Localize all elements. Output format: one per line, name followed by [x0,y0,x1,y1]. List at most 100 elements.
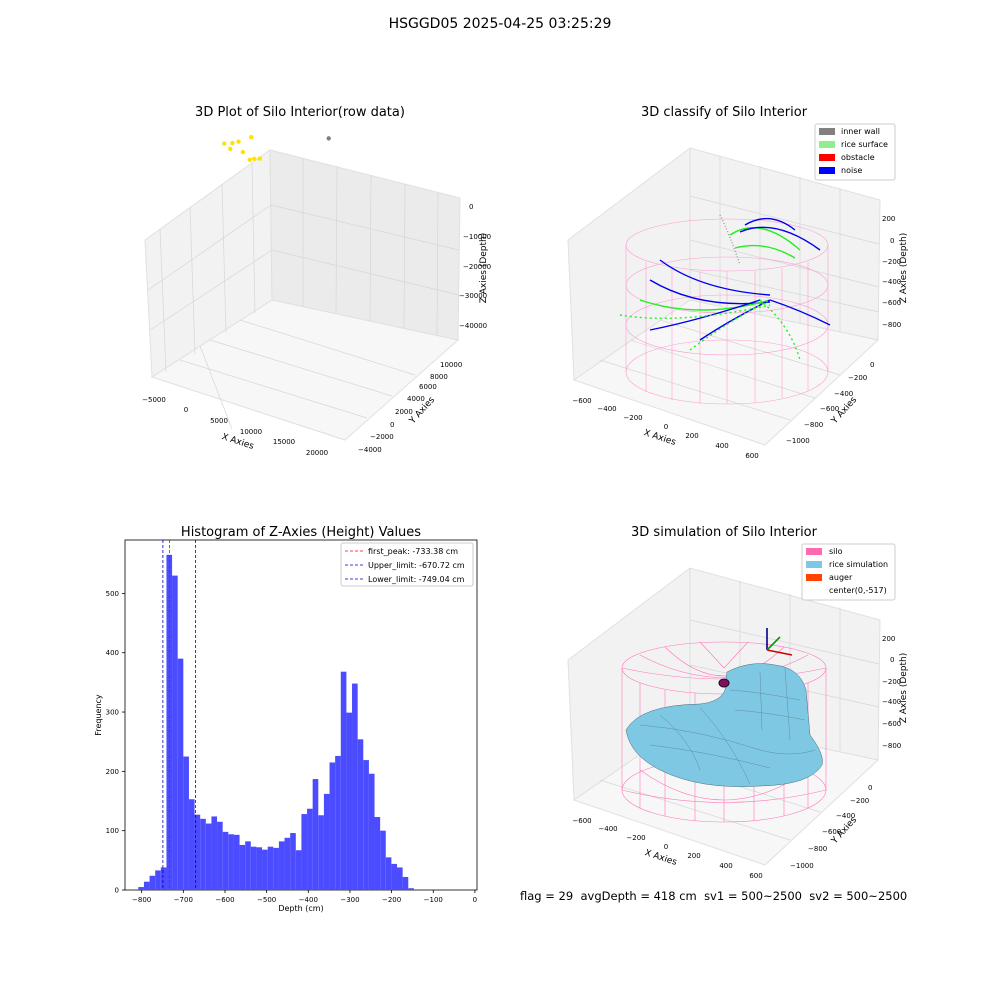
histogram-bar [138,887,144,890]
svg-text:200: 200 [685,432,698,440]
simulation-3d-plot: 3D simulation of Silo Interior silo rice… [567,525,909,880]
y-tick-label: 200 [106,768,119,776]
histogram-bar [385,857,392,890]
x-tick-label: −400 [299,896,318,904]
legend-swatch-rice-simulation [806,561,822,568]
y-tick-label: 400 [106,649,119,657]
x-tick-label: −800 [132,896,151,904]
svg-text:200: 200 [882,215,895,223]
x-tick-label: 0 [473,896,477,904]
histogram-bar [149,875,156,890]
raw-data-point [257,156,262,161]
raw-z-label: Z Axies (Depth) [479,233,489,304]
auger-marker [718,678,730,688]
legend-upper-limit: Upper_limit: -670.72 cm [368,561,465,570]
histogram-x-ticks: −800 −700 −600 −500 −400 −300 −200 −100 0 [132,890,477,904]
svg-text:−200: −200 [850,797,869,805]
raw-data-point [228,146,233,152]
classify-z-label: Z Axies (Depth) [899,233,909,304]
svg-text:−600: −600 [572,817,591,825]
simulation-legend: silo rice simulation auger center(0,-517… [801,543,896,601]
raw-data-point [247,157,252,163]
svg-text:−4000: −4000 [358,446,382,454]
histogram-bar [357,739,364,890]
histogram-bar [374,817,381,890]
legend-first-peak: first_peak: -733.38 cm [368,547,458,556]
svg-text:−800: −800 [882,321,901,329]
histogram-x-label: Depth (cm) [278,904,323,913]
figure-title: HSGGD05 2025-04-25 03:25:29 [388,16,612,32]
legend-obstacle: obstacle [841,153,875,162]
histogram-bar [329,762,336,890]
svg-text:0: 0 [890,237,894,245]
histogram-bar [262,849,268,890]
x-tick-label: −500 [257,896,276,904]
svg-text:−800: −800 [808,845,827,853]
floor-pane [150,299,460,441]
y-tick-label: 500 [106,590,119,598]
svg-text:−200: −200 [626,834,645,842]
histogram-bar [256,847,263,890]
classify-floor [572,299,880,446]
center-axis-marker [766,628,793,656]
histogram-bar [318,815,324,890]
simulation-x-label: X Axies [643,848,678,868]
classify-points [619,214,831,361]
svg-text:−200: −200 [848,374,867,382]
histogram-bar [352,683,358,890]
classify-x-label: X Axies [642,428,677,448]
sv1-value: sv1 = 500~2500 [704,889,802,903]
legend-silo: silo [829,547,843,556]
histogram-bar [194,814,201,890]
svg-text:0: 0 [469,203,473,211]
svg-text:−600: −600 [822,828,841,836]
raw-data-point [252,156,257,161]
flag-value: flag = 29 [520,889,574,903]
legend-lower-limit: Lower_limit: -749.04 cm [368,575,465,584]
svg-text:−400: −400 [882,698,901,706]
svg-text:−30000: −30000 [459,292,487,300]
histogram-bar [290,833,296,890]
svg-text:−400: −400 [836,812,855,820]
depth-histogram: Histogram of Z-Axies (Height) Values −80… [94,525,478,913]
x-tick-label: −600 [215,896,234,904]
svg-text:−10000: −10000 [463,233,491,241]
classify-z-ticks: 200 0 −200 −400 −600 −800 [882,215,901,329]
rice-simulation-surface [625,663,823,787]
classify-silo-wireframe [625,218,829,405]
histogram-bar [408,888,414,890]
histogram-bar [233,834,240,890]
y-tick-label: 0 [115,887,119,895]
svg-text:−600: −600 [572,397,591,405]
svg-text:0: 0 [184,406,188,414]
svg-text:−2000: −2000 [370,433,394,441]
svg-text:0: 0 [890,656,894,664]
histogram-bar [188,799,195,890]
sv2-value: sv2 = 500~2500 [809,889,908,903]
legend-swatch-rice-surface [819,141,835,148]
legend-swatch-inner-wall [819,128,835,135]
raw-x-ticks: −5000 0 5000 10000 15000 20000 [142,396,328,457]
simulation-z-ticks: 200 0 −200 −400 −600 −800 [882,635,901,750]
svg-text:0: 0 [870,361,874,369]
histogram-bar [177,658,184,890]
histogram-bar [301,814,308,890]
raw-data-point [230,140,235,146]
svg-text:15000: 15000 [273,438,295,446]
svg-text:−800: −800 [882,742,901,750]
legend-swatch-auger [806,574,822,581]
histogram-bar [228,834,234,890]
svg-text:−200: −200 [623,414,642,422]
histogram-y-label: Frequency [94,694,103,736]
histogram-bar [267,846,274,890]
histogram-bar [172,575,178,890]
histogram-bar [323,793,330,890]
raw-data-point [222,141,227,146]
x-tick-label: −300 [340,896,359,904]
svg-text:−20000: −20000 [463,263,491,271]
svg-text:0: 0 [868,784,872,792]
histogram-bar [273,847,279,890]
histogram-title: Histogram of Z-Axies (Height) Values [181,525,421,540]
svg-text:0: 0 [664,423,668,431]
histogram-bar [278,841,285,890]
